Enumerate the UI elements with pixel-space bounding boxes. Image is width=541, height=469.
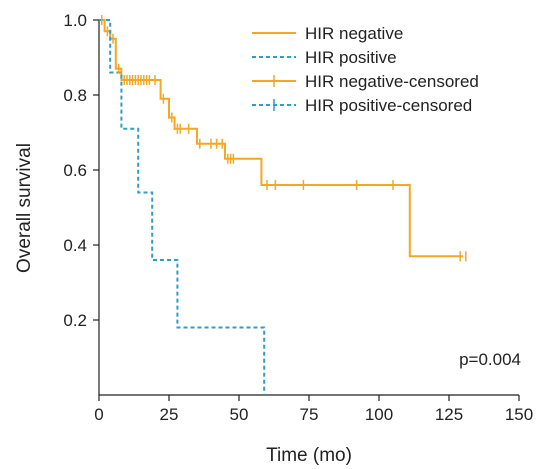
x-tick-label: 0 <box>94 405 103 424</box>
series-line-1 <box>99 19 266 395</box>
axis-ticks: 0 25 50 75 100 125 150 0.2 0.4 0.6 0.8 1.0 <box>63 11 533 424</box>
x-tick-label: 25 <box>160 405 179 424</box>
series-line-0 <box>99 19 463 258</box>
x-axis-title: Time (mo) <box>266 445 352 466</box>
x-tick-label: 75 <box>300 405 319 424</box>
legend-label-0: HIR negative <box>305 24 403 43</box>
y-tick-label: 0.4 <box>63 236 87 255</box>
y-tick-label: 0.2 <box>63 311 87 330</box>
x-tick-label: 50 <box>230 405 249 424</box>
x-tick-label: 125 <box>435 405 463 424</box>
legend-label-3: HIR positive-censored <box>305 96 472 115</box>
x-tick-label: 100 <box>365 405 393 424</box>
legend-label-2: HIR negative-censored <box>305 72 479 91</box>
x-tick-label: 150 <box>505 405 533 424</box>
y-tick-label: 0.6 <box>63 161 87 180</box>
y-axis-title: Overall survival <box>14 143 35 273</box>
legend-label-1: HIR positive <box>305 48 397 67</box>
y-tick-label: 0.8 <box>63 86 87 105</box>
series-layer <box>99 19 463 395</box>
censor-marks <box>101 15 467 262</box>
p-value-annotation: p=0.004 <box>459 350 521 369</box>
y-tick-label: 1.0 <box>63 11 87 30</box>
legend: HIR negative HIR positive HIR negative-cen… <box>252 24 479 115</box>
